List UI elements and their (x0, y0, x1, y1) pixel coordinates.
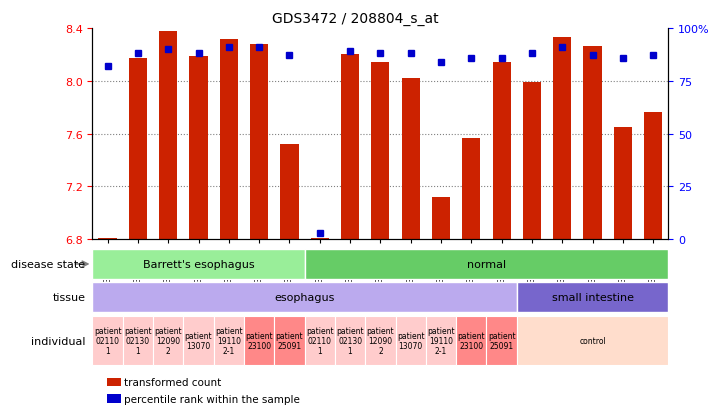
Text: patient
02110
1: patient 02110 1 (306, 327, 333, 355)
Bar (553, 38, 572, 240)
FancyBboxPatch shape (244, 316, 274, 365)
Bar (250, 45, 268, 240)
Bar (189, 57, 208, 240)
FancyBboxPatch shape (486, 316, 517, 365)
Bar (644, 113, 662, 240)
Text: patient
23100: patient 23100 (245, 331, 273, 350)
Text: patient
19110
2-1: patient 19110 2-1 (427, 327, 455, 355)
Bar (159, 31, 177, 240)
Text: patient
02130
1: patient 02130 1 (336, 327, 364, 355)
Text: tissue: tissue (53, 292, 85, 302)
Text: GDS3472 / 208804_s_at: GDS3472 / 208804_s_at (272, 12, 439, 26)
FancyBboxPatch shape (304, 316, 335, 365)
FancyBboxPatch shape (304, 249, 668, 279)
Bar (462, 138, 481, 240)
FancyBboxPatch shape (214, 316, 244, 365)
Bar (99, 238, 117, 240)
FancyBboxPatch shape (426, 316, 456, 365)
Text: patient
19110
2-1: patient 19110 2-1 (215, 327, 242, 355)
Bar (614, 128, 632, 240)
Bar (523, 83, 541, 240)
Text: Barrett's esophagus: Barrett's esophagus (143, 259, 255, 269)
Text: patient
12090
2: patient 12090 2 (367, 327, 394, 355)
Text: disease state: disease state (11, 259, 85, 269)
Bar (280, 145, 299, 240)
Text: percentile rank within the sample: percentile rank within the sample (124, 394, 300, 404)
Text: patient
12090
2: patient 12090 2 (154, 327, 182, 355)
FancyBboxPatch shape (153, 316, 183, 365)
FancyBboxPatch shape (92, 249, 304, 279)
FancyBboxPatch shape (365, 316, 395, 365)
Text: control: control (579, 336, 606, 345)
FancyBboxPatch shape (456, 316, 486, 365)
FancyBboxPatch shape (123, 316, 153, 365)
FancyBboxPatch shape (183, 316, 214, 365)
Bar (432, 197, 450, 240)
FancyBboxPatch shape (92, 316, 123, 365)
FancyBboxPatch shape (517, 316, 668, 365)
Bar (371, 63, 390, 240)
Text: transformed count: transformed count (124, 377, 222, 387)
Text: small intestine: small intestine (552, 292, 634, 302)
Bar (341, 55, 359, 240)
Text: patient
13070: patient 13070 (185, 331, 213, 350)
FancyBboxPatch shape (92, 282, 517, 312)
Text: patient
23100: patient 23100 (457, 331, 485, 350)
FancyBboxPatch shape (335, 316, 365, 365)
Bar (311, 238, 329, 240)
Bar (584, 47, 602, 240)
FancyBboxPatch shape (395, 316, 426, 365)
Text: esophagus: esophagus (274, 292, 335, 302)
Text: patient
13070: patient 13070 (397, 331, 424, 350)
Bar (402, 79, 419, 240)
Bar (220, 39, 238, 240)
Text: patient
02130
1: patient 02130 1 (124, 327, 151, 355)
Text: patient
02110
1: patient 02110 1 (94, 327, 122, 355)
Text: individual: individual (31, 336, 85, 346)
Text: normal: normal (467, 259, 506, 269)
Text: patient
25091: patient 25091 (488, 331, 515, 350)
FancyBboxPatch shape (274, 316, 304, 365)
Text: patient
25091: patient 25091 (276, 331, 304, 350)
Bar (129, 59, 147, 240)
Bar (493, 63, 510, 240)
FancyBboxPatch shape (517, 282, 668, 312)
